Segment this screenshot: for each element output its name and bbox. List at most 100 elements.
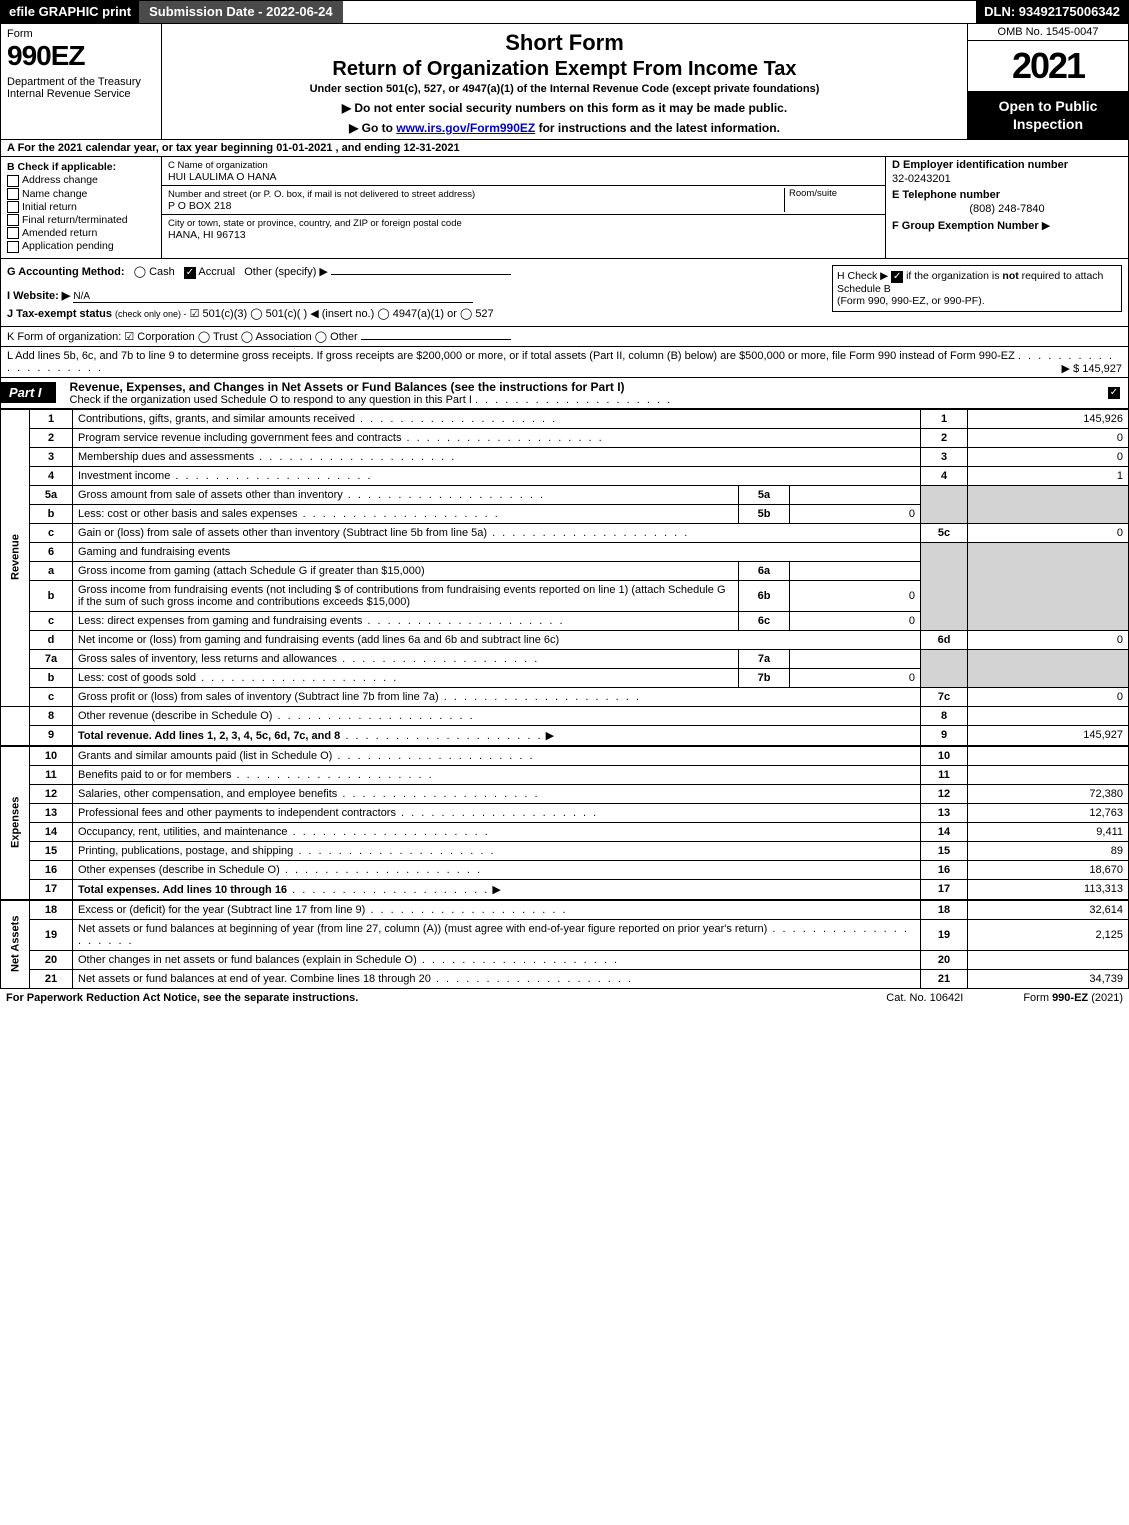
line-desc: Total expenses. Add lines 10 through 16 bbox=[73, 879, 921, 899]
line-num: 1 bbox=[30, 409, 73, 428]
website-value: N/A bbox=[73, 291, 473, 303]
col-num: 21 bbox=[921, 969, 968, 988]
line-desc: Professional fees and other payments to … bbox=[73, 803, 921, 822]
subcol-label: 7b bbox=[739, 668, 790, 687]
cb-application-pending[interactable]: Application pending bbox=[7, 240, 155, 252]
submission-date: Submission Date - 2022-06-24 bbox=[139, 1, 343, 23]
desc-text: Program service revenue including govern… bbox=[78, 432, 401, 444]
amount-cell: 89 bbox=[968, 841, 1129, 860]
form-header: Form 990EZ Department of the Treasury In… bbox=[0, 24, 1129, 140]
footer-right: Form 990-EZ (2021) bbox=[1023, 992, 1123, 1004]
h-pre: H Check ▶ bbox=[837, 270, 891, 282]
accrual-label: Accrual bbox=[198, 266, 235, 278]
line-num: 10 bbox=[30, 746, 73, 765]
form-number: 990EZ bbox=[7, 40, 155, 72]
arrow-icon bbox=[546, 730, 554, 742]
table-row: 6 Gaming and fundraising events bbox=[1, 542, 1129, 561]
line-desc: Salaries, other compensation, and employ… bbox=[73, 784, 921, 803]
other-specify-line bbox=[331, 274, 511, 275]
efile-print-label[interactable]: efile GRAPHIC print bbox=[1, 1, 139, 23]
org-name-row: C Name of organization HUI LAULIMA O HAN… bbox=[162, 157, 885, 186]
desc-text: Net assets or fund balances at end of ye… bbox=[78, 973, 431, 985]
ein-value: 32-0243201 bbox=[892, 173, 1122, 185]
col-num: 5c bbox=[921, 523, 968, 542]
line-num: b bbox=[30, 504, 73, 523]
col-num: 7c bbox=[921, 687, 968, 706]
subcol-label: 6a bbox=[739, 561, 790, 580]
dots-icon bbox=[396, 807, 598, 819]
part-1-title: Revenue, Expenses, and Changes in Net As… bbox=[62, 380, 625, 394]
k-text[interactable]: K Form of organization: ☑ Corporation ◯ … bbox=[7, 331, 358, 343]
cb-name-change[interactable]: Name change bbox=[7, 188, 155, 200]
cb-label: Name change bbox=[22, 188, 87, 200]
amount-cell bbox=[968, 950, 1129, 969]
subval-cell: 0 bbox=[790, 580, 921, 611]
cb-initial-return[interactable]: Initial return bbox=[7, 201, 155, 213]
line-desc: Other changes in net assets or fund bala… bbox=[73, 950, 921, 969]
dots-icon bbox=[401, 432, 603, 444]
line-desc: Net assets or fund balances at beginning… bbox=[73, 919, 921, 950]
checkbox-icon bbox=[7, 227, 19, 239]
line-desc: Printing, publications, postage, and shi… bbox=[73, 841, 921, 860]
phone-value: (808) 248-7840 bbox=[892, 203, 1122, 215]
table-row: 16 Other expenses (describe in Schedule … bbox=[1, 860, 1129, 879]
desc-text: Contributions, gifts, grants, and simila… bbox=[78, 413, 355, 425]
line-desc: Gaming and fundraising events bbox=[73, 542, 921, 561]
subcol-label: 6c bbox=[739, 611, 790, 630]
cb-amended-return[interactable]: Amended return bbox=[7, 227, 155, 239]
open-public-inspection: Open to Public Inspection bbox=[968, 91, 1128, 139]
shaded-cell bbox=[968, 542, 1129, 630]
year-block: OMB No. 1545-0047 2021 Open to Public In… bbox=[967, 24, 1128, 139]
line-num: 9 bbox=[30, 725, 73, 745]
dots-icon bbox=[293, 845, 495, 857]
col-num: 11 bbox=[921, 765, 968, 784]
desc-text: Other expenses (describe in Schedule O) bbox=[78, 864, 280, 876]
dots-icon bbox=[196, 672, 398, 684]
cb-address-change[interactable]: Address change bbox=[7, 174, 155, 186]
footer-form-year: (2021) bbox=[1088, 992, 1123, 1004]
shaded-cell bbox=[921, 649, 968, 687]
irs-link[interactable]: www.irs.gov/Form990EZ bbox=[396, 121, 535, 135]
cb-final-return[interactable]: Final return/terminated bbox=[7, 214, 155, 226]
col-num: 6d bbox=[921, 630, 968, 649]
topbar-spacer bbox=[343, 1, 977, 23]
dots-icon bbox=[288, 826, 490, 838]
instr-no-ssn: ▶ Do not enter social security numbers o… bbox=[166, 101, 963, 115]
accrual-option[interactable]: ✓ Accrual bbox=[184, 266, 235, 278]
check-icon: ✓ bbox=[1108, 387, 1120, 399]
cb-label: Address change bbox=[22, 174, 98, 186]
line-desc: Gross income from gaming (attach Schedul… bbox=[73, 561, 739, 580]
line-desc: Gain or (loss) from sale of assets other… bbox=[73, 523, 921, 542]
line-num: 2 bbox=[30, 428, 73, 447]
city-value: HANA, HI 96713 bbox=[168, 229, 246, 241]
table-row: c Gross profit or (loss) from sales of i… bbox=[1, 687, 1129, 706]
box-b-title: B Check if applicable: bbox=[7, 161, 116, 173]
subval-cell bbox=[790, 561, 921, 580]
amount-cell: 34,739 bbox=[968, 969, 1129, 988]
table-row: 11 Benefits paid to or for members 11 bbox=[1, 765, 1129, 784]
line-desc: Other revenue (describe in Schedule O) bbox=[73, 706, 921, 725]
col-num: 19 bbox=[921, 919, 968, 950]
subcol-label: 6b bbox=[739, 580, 790, 611]
line-num: 18 bbox=[30, 900, 73, 919]
table-row: 21 Net assets or fund balances at end of… bbox=[1, 969, 1129, 988]
cb-label: Final return/terminated bbox=[22, 214, 128, 226]
line-num: b bbox=[30, 580, 73, 611]
cash-option[interactable]: ◯ Cash bbox=[134, 266, 175, 278]
j-options[interactable]: ☑ 501(c)(3) ◯ 501(c)( ) ◀ (insert no.) ◯… bbox=[190, 308, 494, 320]
line-desc: Less: direct expenses from gaming and fu… bbox=[73, 611, 739, 630]
table-row: 7a Gross sales of inventory, less return… bbox=[1, 649, 1129, 668]
line-num: 20 bbox=[30, 950, 73, 969]
amount-cell bbox=[968, 706, 1129, 725]
table-row: 20 Other changes in net assets or fund b… bbox=[1, 950, 1129, 969]
amount-cell bbox=[968, 746, 1129, 765]
part-1-checked[interactable]: ✓ bbox=[1108, 386, 1128, 399]
desc-text: Gross profit or (loss) from sales of inv… bbox=[78, 691, 439, 703]
title-block: Short Form Return of Organization Exempt… bbox=[162, 24, 967, 139]
street-row: Number and street (or P. O. box, if mail… bbox=[162, 186, 885, 215]
desc-text: Professional fees and other payments to … bbox=[78, 807, 396, 819]
street-label: Number and street (or P. O. box, if mail… bbox=[168, 189, 475, 200]
amount-cell: 32,614 bbox=[968, 900, 1129, 919]
amount-cell bbox=[968, 765, 1129, 784]
other-option[interactable]: Other (specify) ▶ bbox=[244, 266, 328, 278]
